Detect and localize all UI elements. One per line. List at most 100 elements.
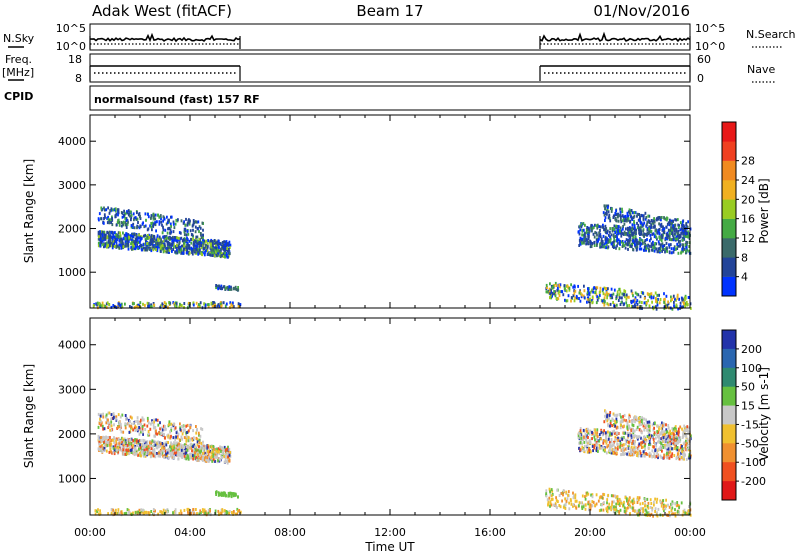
velocity-echo bbox=[204, 453, 207, 457]
power-echo bbox=[588, 235, 590, 239]
velocity-echo bbox=[546, 498, 549, 502]
velocity-echo bbox=[658, 425, 660, 429]
velocity-echo bbox=[686, 437, 689, 441]
power-echo bbox=[603, 204, 606, 208]
velocity-echo bbox=[201, 457, 203, 461]
power-echo bbox=[677, 251, 680, 255]
velocity-echo bbox=[141, 425, 144, 428]
power-echo bbox=[633, 214, 636, 218]
velocity-echo bbox=[684, 453, 687, 457]
power-echo bbox=[648, 231, 651, 235]
velocity-echo bbox=[627, 503, 630, 507]
velocity-echo bbox=[170, 451, 173, 455]
velocity-echo bbox=[200, 441, 203, 445]
velocity-echo bbox=[150, 447, 153, 451]
velocity-echo bbox=[615, 414, 618, 418]
power-echo bbox=[610, 294, 613, 297]
power-echo bbox=[107, 236, 110, 239]
velocity-echo bbox=[212, 452, 215, 456]
power-echo bbox=[619, 207, 621, 211]
power-echo bbox=[207, 239, 210, 243]
power-echo bbox=[127, 233, 130, 237]
velocity-echo bbox=[618, 510, 620, 514]
power-echo bbox=[120, 246, 123, 250]
power-echo bbox=[630, 289, 633, 293]
power-echo bbox=[613, 227, 615, 231]
velocity-echo bbox=[103, 427, 106, 431]
power-echo bbox=[653, 243, 656, 247]
power-echo bbox=[685, 300, 688, 304]
power-echo bbox=[168, 301, 171, 305]
velocity-echo bbox=[641, 501, 644, 505]
power-echo bbox=[165, 247, 168, 250]
velocity-echo bbox=[608, 449, 611, 452]
power-echo bbox=[163, 217, 166, 221]
velocity-echo bbox=[664, 504, 667, 508]
power-echo bbox=[114, 238, 117, 242]
power-echo bbox=[163, 235, 166, 239]
velocity-echo bbox=[665, 498, 667, 502]
velocity-echo bbox=[609, 419, 612, 423]
velocity-echo bbox=[564, 507, 567, 510]
velocity-echo bbox=[102, 412, 104, 416]
velocity-echo bbox=[640, 443, 642, 447]
velocity-echo bbox=[612, 448, 615, 451]
velocity-echo bbox=[641, 440, 644, 444]
power-echo bbox=[118, 246, 121, 250]
power-echo bbox=[585, 242, 587, 246]
power-echo bbox=[632, 294, 634, 298]
velocity-echo bbox=[678, 457, 681, 461]
power-echo bbox=[643, 248, 645, 252]
power-echo bbox=[199, 226, 202, 230]
power-echo bbox=[681, 247, 684, 251]
power-echo bbox=[566, 299, 569, 303]
power-echo bbox=[596, 233, 598, 237]
power-echo bbox=[557, 297, 560, 301]
power-echo bbox=[670, 222, 673, 226]
velocity-echo bbox=[634, 434, 636, 438]
velocity-echo bbox=[152, 439, 155, 443]
power-echo bbox=[603, 213, 606, 217]
velocity-echo bbox=[136, 416, 139, 420]
power-echo bbox=[658, 235, 661, 239]
velocity-echo bbox=[191, 456, 194, 460]
velocity-echo bbox=[640, 436, 642, 440]
power-echo bbox=[642, 214, 645, 218]
power-echo bbox=[222, 255, 225, 258]
velocity-echo bbox=[626, 499, 628, 503]
power-echo bbox=[172, 248, 174, 251]
velocity-echo bbox=[170, 444, 173, 448]
velocity-echo bbox=[610, 438, 613, 441]
velocity-echo bbox=[612, 418, 615, 422]
velocity-echo bbox=[637, 498, 640, 502]
power-echo bbox=[202, 238, 204, 242]
power-echo bbox=[195, 251, 198, 255]
power-echo bbox=[610, 233, 613, 237]
power-echo bbox=[626, 219, 628, 223]
velocity-echo bbox=[179, 452, 182, 456]
power-echo bbox=[665, 225, 668, 229]
power-echo bbox=[649, 292, 652, 296]
power-echo bbox=[578, 238, 581, 242]
power-echo bbox=[546, 290, 549, 294]
power-echo bbox=[188, 239, 191, 243]
power-echo bbox=[109, 235, 112, 239]
power-echo bbox=[637, 293, 640, 297]
velocity-echo bbox=[167, 448, 170, 452]
velocity-echo bbox=[218, 447, 221, 451]
power-echo bbox=[677, 307, 679, 311]
velocity-echo bbox=[614, 508, 617, 511]
power-echo bbox=[120, 221, 123, 224]
power-echo bbox=[165, 305, 168, 309]
velocity-echo bbox=[102, 436, 105, 440]
power-echo bbox=[668, 245, 671, 249]
freq-strip-frame bbox=[89, 53, 691, 83]
velocity-echo bbox=[153, 442, 156, 446]
power-echo bbox=[225, 244, 227, 248]
velocity-echo bbox=[197, 431, 200, 435]
velocity-echo bbox=[671, 502, 674, 506]
power-echo bbox=[173, 302, 176, 306]
power-echo bbox=[139, 225, 142, 229]
power-echo bbox=[126, 242, 128, 246]
power-echo bbox=[588, 227, 590, 231]
